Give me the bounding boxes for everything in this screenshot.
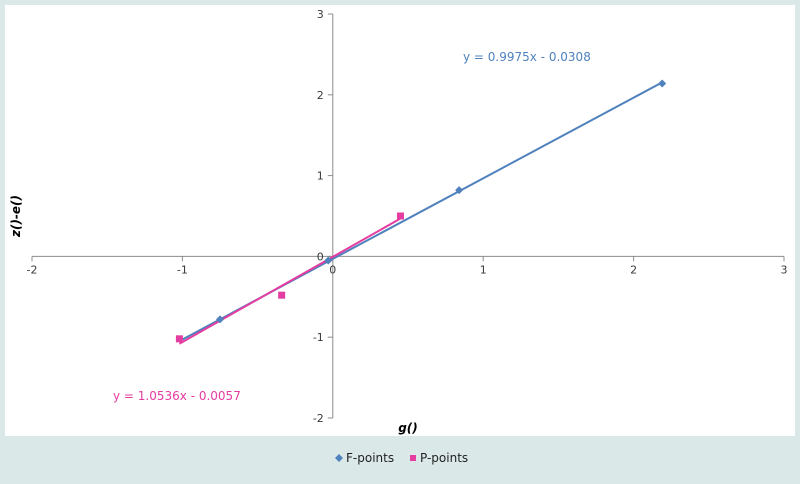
y-tick-label: 2 (317, 89, 324, 102)
data-point-p-points (175, 335, 183, 343)
y-tick-label: -2 (313, 412, 324, 425)
data-point-f-points (455, 186, 464, 195)
trendlines (178, 81, 663, 345)
x-axis-title: g() (398, 421, 418, 435)
legend-marker-f-points (335, 454, 343, 462)
x-tick-label: 3 (781, 263, 788, 276)
trendline-equation-p-points: y = 1.0536x - 0.0057 (113, 389, 241, 403)
x-tick-label: 2 (630, 263, 637, 276)
trendline-equation-f-points: y = 0.9975x - 0.0308 (463, 50, 591, 64)
plot-area (5, 5, 795, 436)
legend-marker-p-points (410, 455, 416, 461)
x-tick-label: 0 (329, 263, 336, 276)
legend-item-f-points: F-points (335, 451, 394, 465)
x-tick-label: -1 (177, 263, 188, 276)
trendline-p-points (178, 217, 401, 345)
data-point-f-points (216, 315, 224, 324)
data-point-f-points (658, 79, 667, 88)
x-tick-label: 1 (480, 263, 487, 276)
y-tick-label: -1 (313, 331, 324, 344)
data-markers (175, 79, 667, 343)
y-tick-label: 0 (317, 250, 324, 263)
data-point-p-points (278, 291, 286, 299)
data-point-p-points (396, 212, 404, 220)
legend-label-p-points: P-points (420, 451, 468, 465)
y-tick-label: 3 (317, 8, 324, 21)
legend-label-f-points: F-points (346, 451, 394, 465)
legend: F-points P-points (335, 451, 468, 465)
legend-item-p-points: P-points (410, 451, 468, 465)
y-axis-title: z()-e() (9, 195, 23, 238)
axes: -2 -1 0 1 2 3 -2 -1 0 1 2 3 (27, 8, 788, 425)
data-point-f-points (324, 256, 333, 265)
x-tick-label: -2 (27, 263, 38, 276)
y-tick-label: 1 (317, 170, 324, 183)
